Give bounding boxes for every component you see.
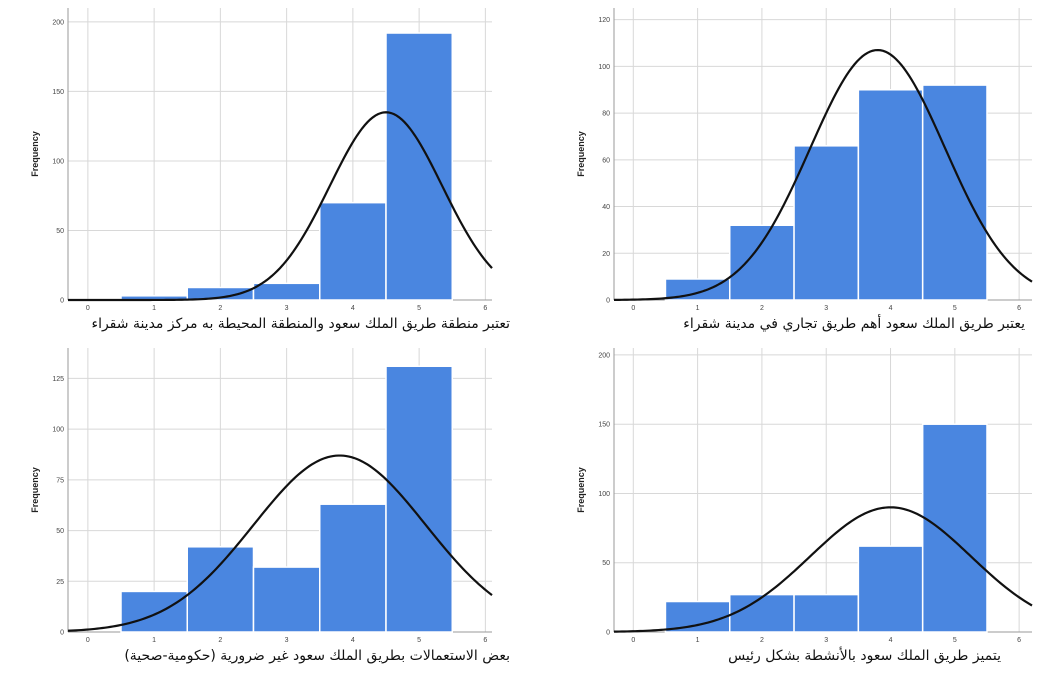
- histogram-bar: [385, 365, 453, 633]
- histogram-bar: [664, 600, 731, 633]
- y-axis-label: Frequency: [30, 467, 40, 513]
- y-tick-label: 80: [602, 111, 610, 118]
- y-tick-label: 200: [598, 352, 610, 359]
- chart-caption: يتميز طريق الملك سعود بالأنشطة بشكل رئيس: [728, 648, 1001, 664]
- y-axis-label: Frequency: [576, 467, 586, 513]
- histogram-bar: [857, 545, 924, 633]
- x-tick-label: 4: [889, 637, 893, 644]
- y-tick-label: 150: [598, 422, 610, 429]
- chart-caption: يعتبر طريق الملك سعود أهم طريق تجاري في …: [683, 316, 1025, 332]
- x-tick-label: 6: [483, 637, 487, 644]
- x-tick-label: 5: [417, 637, 421, 644]
- y-tick-label: 200: [52, 19, 64, 26]
- histogram-bar: [385, 32, 453, 301]
- y-tick-label: 100: [52, 427, 64, 434]
- y-tick-label: 125: [52, 376, 64, 383]
- x-tick-label: 5: [953, 637, 957, 644]
- y-tick-label: 100: [52, 158, 64, 165]
- x-tick-label: 1: [152, 305, 156, 312]
- normal-curve: [67, 454, 493, 632]
- y-tick-label: 100: [598, 491, 610, 498]
- y-tick-label: 50: [602, 560, 610, 567]
- y-axis-label: Frequency: [30, 131, 40, 177]
- y-tick-label: 25: [56, 579, 64, 586]
- x-tick-label: 5: [953, 305, 957, 312]
- histogram-bar: [186, 546, 255, 633]
- normal-curve: [613, 506, 1033, 633]
- y-tick-label: 150: [52, 89, 64, 96]
- histogram-bar: [729, 224, 795, 301]
- x-tick-label: 0: [86, 637, 90, 644]
- y-tick-label: 0: [606, 630, 610, 637]
- chart-caption: تعتبر منطقة طريق الملك سعود والمنطقة الم…: [91, 316, 510, 332]
- x-tick-label: 2: [760, 637, 764, 644]
- x-tick-label: 4: [351, 637, 355, 644]
- x-tick-label: 2: [760, 305, 764, 312]
- normal-curve: [613, 48, 1033, 301]
- x-tick-label: 3: [285, 637, 289, 644]
- x-tick-label: 6: [483, 305, 487, 312]
- histogram-bar: [729, 593, 795, 633]
- x-tick-label: 1: [696, 305, 700, 312]
- y-axis-label: Frequency: [576, 131, 586, 177]
- y-tick-label: 0: [606, 298, 610, 305]
- histogram-bar: [120, 590, 188, 633]
- normal-curve: [68, 111, 493, 302]
- x-tick-label: 0: [631, 305, 635, 312]
- histogram-bar: [857, 89, 924, 301]
- x-tick-label: 0: [86, 305, 90, 312]
- x-tick-label: 2: [218, 637, 222, 644]
- x-tick-label: 3: [824, 637, 828, 644]
- y-tick-label: 100: [598, 64, 610, 71]
- x-tick-label: 4: [351, 305, 355, 312]
- x-tick-label: 1: [152, 637, 156, 644]
- y-tick-label: 20: [602, 251, 610, 258]
- histogram-bar: [793, 593, 860, 633]
- y-tick-label: 75: [56, 477, 64, 484]
- x-tick-label: 6: [1017, 637, 1021, 644]
- y-tick-label: 50: [56, 528, 64, 535]
- x-tick-label: 4: [889, 305, 893, 312]
- x-tick-label: 3: [285, 305, 289, 312]
- chart-caption: بعض الاستعمالات بطريق الملك سعود غير ضرو…: [124, 648, 510, 664]
- y-tick-label: 50: [56, 228, 64, 235]
- x-tick-label: 2: [218, 305, 222, 312]
- histogram-bar: [319, 503, 387, 633]
- x-tick-label: 0: [631, 637, 635, 644]
- y-tick-label: 40: [602, 204, 610, 211]
- histogram-bar: [319, 201, 387, 301]
- y-tick-label: 0: [60, 630, 64, 637]
- y-tick-label: 120: [598, 17, 610, 24]
- histogram-bar: [921, 423, 988, 633]
- x-tick-label: 5: [417, 305, 421, 312]
- y-tick-label: 0: [60, 298, 64, 305]
- x-tick-label: 1: [696, 637, 700, 644]
- x-tick-label: 6: [1017, 305, 1021, 312]
- x-tick-label: 3: [824, 305, 828, 312]
- y-tick-label: 60: [602, 157, 610, 164]
